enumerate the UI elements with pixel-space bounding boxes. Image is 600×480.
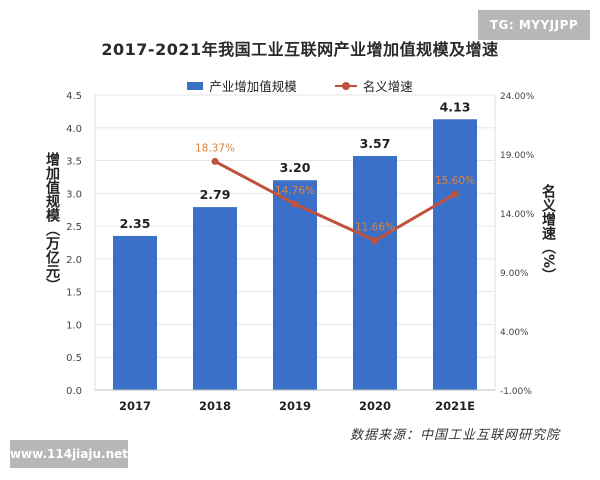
bar-value-label: 3.20: [280, 160, 311, 175]
x-tick-label: 2019: [279, 399, 311, 413]
bar: [273, 180, 317, 390]
x-tick-label: 2021E: [435, 399, 475, 413]
y-tick-left: 3.5: [66, 157, 82, 168]
growth-value-label: 11.66%: [355, 222, 395, 234]
y-tick-left: 3.0: [66, 189, 82, 200]
legend-item-line: 名义增速: [334, 76, 413, 95]
y-tick-left: 1.5: [66, 288, 82, 299]
y-tick-left: 4.5: [66, 91, 82, 102]
chart-title: 2017-2021年我国工业互联网产业增加值规模及增速: [101, 40, 499, 59]
bar-value-label: 2.35: [120, 216, 151, 231]
bar-value-label: 4.13: [440, 99, 471, 114]
bar: [193, 207, 237, 390]
y-axis-left-label: 增加值规模（万亿元）: [44, 152, 60, 292]
y-tick-left: 1.0: [66, 320, 82, 331]
source-note: 数据来源：中国工业互联网研究院: [349, 428, 560, 443]
bar-value-label: 2.79: [200, 187, 231, 202]
legend: 产业增加值规模 名义增速: [0, 76, 600, 95]
growth-point: [291, 200, 299, 208]
y-tick-right: 24.00%: [500, 92, 535, 102]
bar: [433, 119, 477, 390]
legend-bar-label: 产业增加值规模: [209, 79, 297, 94]
legend-line-label: 名义增速: [362, 79, 413, 94]
y-tick-right: 4.00%: [500, 328, 529, 338]
y-tick-right: 19.00%: [500, 151, 535, 161]
x-tick-label: 2018: [199, 399, 231, 413]
growth-line: [214, 160, 456, 243]
legend-bar-swatch: [187, 81, 204, 90]
bar-value-label: 3.57: [360, 136, 391, 151]
y-axis-right-label: 名义增速（%）: [540, 184, 556, 283]
growth-point: [211, 157, 219, 165]
y-tick-left: 2.5: [66, 222, 82, 233]
growth-value-label: 15.60%: [435, 175, 475, 187]
legend-line-swatch: [334, 81, 357, 91]
watermark-url: www.114jiaju.net: [10, 440, 128, 468]
y-tick-right: -1.00%: [500, 387, 532, 397]
bar: [113, 235, 157, 390]
growth-point: [371, 237, 379, 245]
growth-value-label: 18.37%: [195, 142, 235, 154]
growth-value-label: 14.76%: [275, 185, 315, 197]
growth-point: [451, 190, 459, 198]
y-tick-left: 0.5: [66, 353, 82, 364]
watermark-tag: TG: MYYJJPP: [478, 10, 590, 40]
x-tick-label: 2020: [359, 399, 391, 413]
y-tick-right: 14.00%: [500, 210, 535, 220]
y-tick-left: 0.0: [66, 386, 82, 397]
bar: [353, 155, 397, 390]
y-tick-left: 2.0: [66, 255, 82, 266]
x-tick-label: 2017: [119, 399, 151, 413]
legend-item-bar: 产业增加值规模: [187, 76, 297, 95]
y-tick-right: 9.00%: [500, 269, 529, 279]
y-tick-left: 4.0: [66, 124, 82, 135]
